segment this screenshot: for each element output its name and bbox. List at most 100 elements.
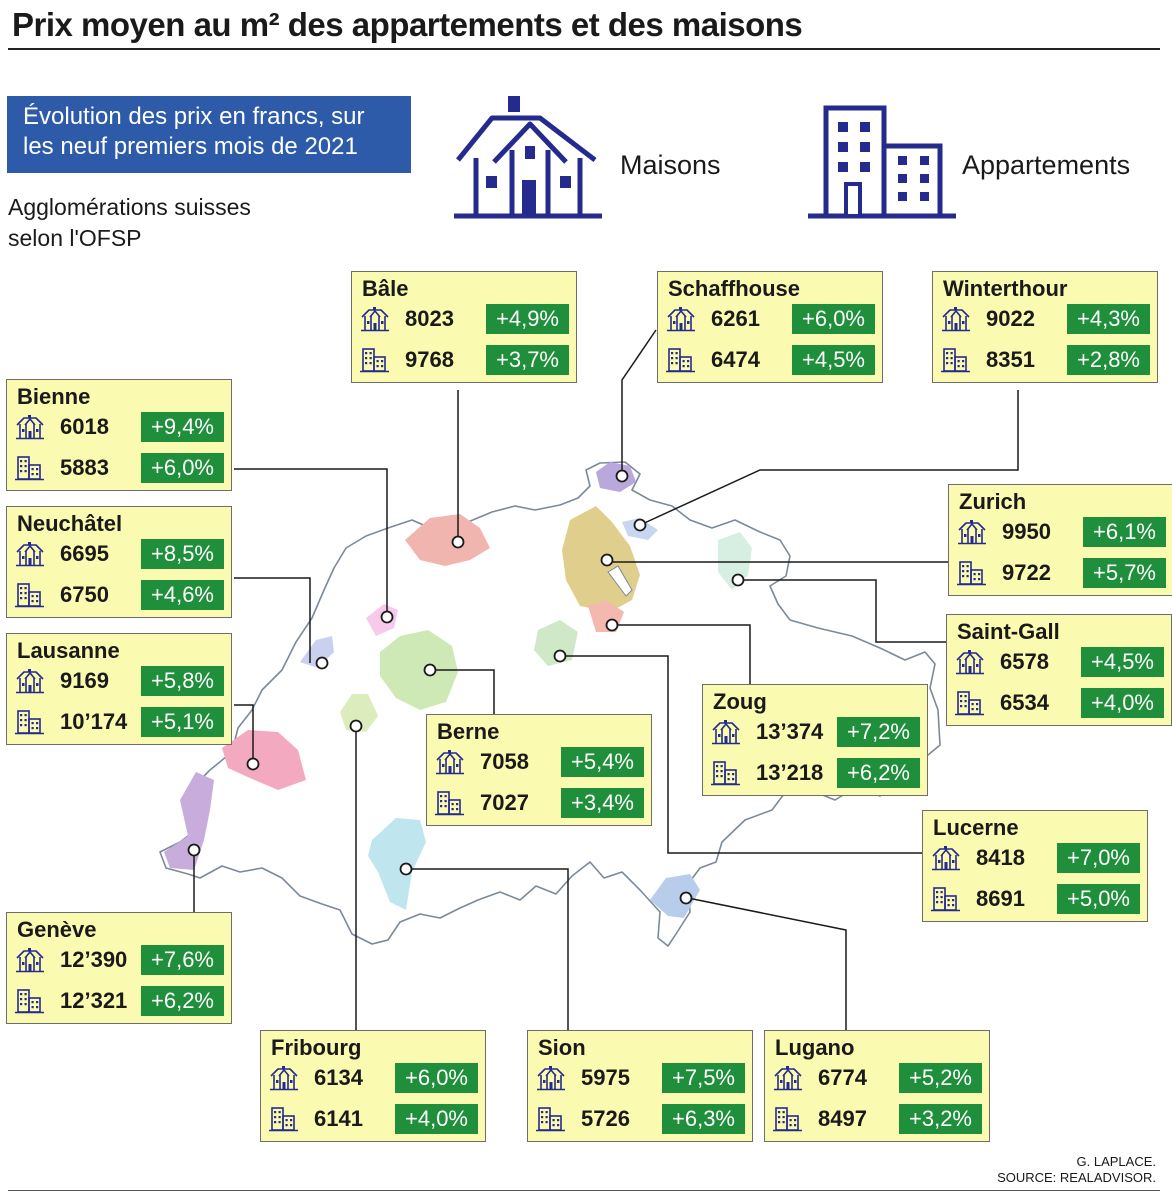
appartements-price: 9768 — [405, 347, 454, 372]
appartements-price: 6750 — [60, 582, 109, 607]
region-geneve — [164, 772, 214, 870]
apartment-building-icon — [957, 561, 986, 586]
maisons-change-badge: +7,5% — [662, 1063, 745, 1093]
appartements-price: 13’218 — [756, 760, 824, 785]
maisons-row: 8023 +4,9% — [360, 304, 574, 336]
apartment-building-icon — [773, 1107, 802, 1132]
region-lausanne — [222, 730, 306, 790]
maisons-row: 8418 +7,0% — [931, 843, 1145, 875]
apartment-building-icon — [536, 1107, 565, 1132]
city-name: Neuchâtel — [17, 511, 123, 536]
subtitle-box: Évolution des prix en francs, sur les ne… — [7, 96, 411, 173]
maisons-row: 6578 +4,5% — [955, 647, 1169, 679]
appartements-price: 6141 — [314, 1106, 363, 1131]
appartements-row: 9722 +5,7% — [957, 558, 1171, 590]
maisons-row: 6018 +9,4% — [15, 412, 229, 444]
maisons-price: 9022 — [986, 306, 1035, 331]
appartements-price: 8351 — [986, 347, 1035, 372]
appartements-row: 13’218 +6,2% — [711, 758, 925, 790]
maisons-change-badge: +4,5% — [1081, 647, 1164, 677]
city-card-bale: Bâle 8023 +4,9% — [351, 271, 577, 383]
maisons-change-badge: +7,0% — [1057, 843, 1140, 873]
point-lugano — [679, 891, 693, 905]
apartment-building-icon — [15, 989, 44, 1014]
appartements-price: 5883 — [60, 455, 109, 480]
maisons-row: 7058 +5,4% — [435, 747, 649, 779]
appartements-row: 12’321 +6,2% — [15, 986, 229, 1018]
maisons-change-badge: +6,0% — [792, 304, 875, 334]
appartements-change-badge: +6,2% — [837, 758, 920, 788]
appartements-row: 6534 +4,0% — [955, 688, 1169, 720]
point-bienne — [380, 610, 394, 624]
city-name: Lucerne — [933, 815, 1019, 840]
appartements-price: 12’321 — [60, 988, 128, 1013]
region-lugano — [650, 874, 700, 918]
house-icon — [270, 1066, 298, 1091]
apartment-building-icon — [15, 456, 44, 481]
appartements-price: 6474 — [711, 347, 760, 372]
maisons-price: 6134 — [314, 1065, 363, 1090]
point-zurich — [600, 553, 614, 567]
city-name: Lausanne — [17, 638, 120, 663]
maisons-price: 12’390 — [60, 947, 128, 972]
caption-line-1: Agglomérations suisses — [8, 194, 251, 220]
apartment-building-icon — [435, 791, 464, 816]
appartements-change-badge: +6,2% — [141, 986, 224, 1016]
appartements-change-badge: +6,0% — [141, 453, 224, 483]
appartements-price: 9722 — [1002, 560, 1051, 585]
maisons-change-badge: +5,4% — [561, 747, 644, 777]
appartements-row: 9768 +3,7% — [360, 345, 574, 377]
appartements-change-badge: +2,8% — [1067, 345, 1150, 375]
subtitle-line-2: les neuf premiers mois de 2021 — [23, 133, 358, 160]
appartements-row: 8497 +3,2% — [773, 1104, 987, 1136]
appartements-change-badge: +5,1% — [141, 707, 224, 737]
point-zoug — [605, 618, 619, 632]
city-card-zurich: Zurich 9950 +6,1% — [948, 484, 1172, 596]
house-icon — [958, 520, 986, 545]
point-lucerne — [553, 649, 567, 663]
apartment-building-icon — [711, 761, 740, 786]
maisons-change-badge: +6,0% — [395, 1063, 478, 1093]
apartment-building-icon — [269, 1107, 298, 1132]
house-icon — [16, 948, 44, 973]
city-name: Winterthour — [943, 276, 1068, 301]
point-lausanne — [246, 757, 260, 771]
legend-house-icon — [454, 96, 602, 219]
point-saint-gall — [731, 573, 745, 587]
apartment-building-icon — [15, 583, 44, 608]
maisons-row: 13’374 +7,2% — [711, 717, 925, 749]
credit: G. LAPLACE. SOURCE: REALADVISOR. — [997, 1154, 1156, 1186]
region-sion — [368, 818, 426, 910]
credit-source: SOURCE: REALADVISOR. — [997, 1170, 1156, 1185]
appartements-row: 6750 +4,6% — [15, 580, 229, 612]
leader-lines — [193, 329, 1019, 1030]
appartements-price: 10’174 — [60, 709, 128, 734]
house-icon — [16, 542, 44, 567]
house-icon — [436, 750, 464, 775]
appartements-row: 6474 +4,5% — [666, 345, 880, 377]
house-icon — [932, 846, 960, 871]
maisons-price: 6774 — [818, 1065, 867, 1090]
title-divider — [8, 48, 1160, 50]
city-card-lucerne: Lucerne 8418 +7,0% — [922, 810, 1148, 922]
house-icon — [956, 650, 984, 675]
appartements-row: 7027 +3,4% — [435, 788, 649, 820]
house-icon — [712, 720, 740, 745]
region-bale — [405, 514, 490, 566]
house-icon — [774, 1066, 802, 1091]
appartements-change-badge: +3,2% — [899, 1104, 982, 1134]
point-neuchatel — [315, 656, 329, 670]
apartment-building-icon — [666, 348, 695, 373]
maisons-price: 8418 — [976, 845, 1025, 870]
house-icon — [667, 307, 695, 332]
maisons-price: 13’374 — [756, 719, 824, 744]
city-card-sion: Sion 5975 +7,5% — [527, 1030, 753, 1142]
maisons-change-badge: +8,5% — [141, 539, 224, 569]
appartements-row: 8351 +2,8% — [941, 345, 1155, 377]
maisons-change-badge: +7,6% — [141, 945, 224, 975]
point-bale — [451, 535, 465, 549]
maisons-price: 6261 — [711, 306, 760, 331]
city-card-berne: Berne 7058 +5,4% — [426, 714, 652, 826]
city-card-winterthour: Winterthour 9022 +4,3% — [932, 271, 1158, 383]
city-name: Schaffhouse — [668, 276, 801, 301]
